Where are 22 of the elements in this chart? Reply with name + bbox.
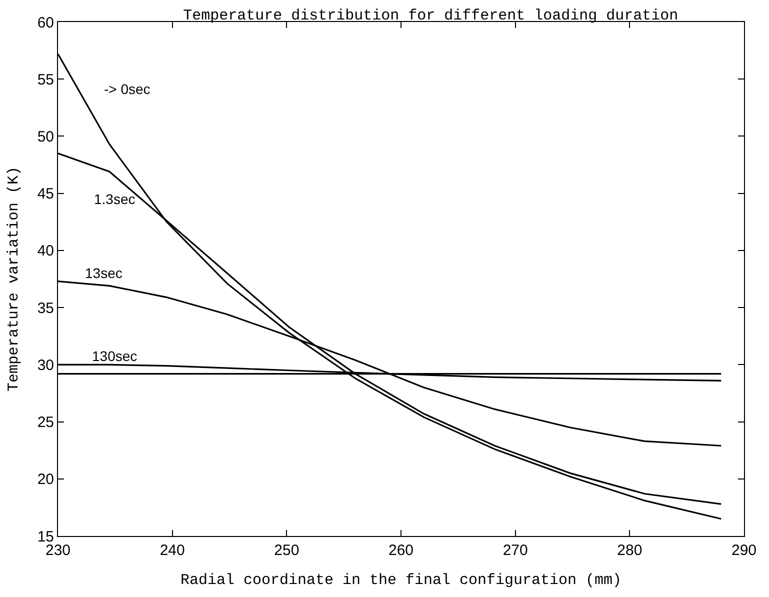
- y-tick-label: 60: [37, 14, 54, 32]
- y-tick-label: 35: [37, 300, 54, 317]
- y-tick-label: 40: [37, 242, 54, 260]
- y-tick-label: 25: [37, 414, 54, 432]
- legend-label: 130sec: [92, 348, 138, 364]
- chart-title: Temperature distribution for different loading duration: [183, 7, 678, 24]
- x-tick-label: 280: [617, 542, 642, 559]
- legend-label: 1.3sec: [94, 191, 136, 207]
- y-axis-title: Temperature variation (K): [6, 166, 23, 392]
- y-tick-label: 45: [37, 186, 54, 203]
- x-axis-title: Radial coordinate in the final configuration (mm): [180, 572, 622, 589]
- series-label: 13sec: [85, 265, 122, 281]
- x-tick-label: 270: [502, 542, 528, 559]
- series-label: -> 0sec: [104, 81, 150, 97]
- x-tick-label: 240: [160, 542, 185, 559]
- x-tick-label: 250: [274, 542, 300, 559]
- y-tick-label: 55: [37, 71, 54, 88]
- y-tick-label: 50: [37, 128, 54, 146]
- x-tick-label: 290: [731, 542, 757, 559]
- y-tick-label: 20: [37, 471, 54, 488]
- y-tick-label: 30: [37, 356, 54, 374]
- x-tick-label: 260: [388, 542, 414, 559]
